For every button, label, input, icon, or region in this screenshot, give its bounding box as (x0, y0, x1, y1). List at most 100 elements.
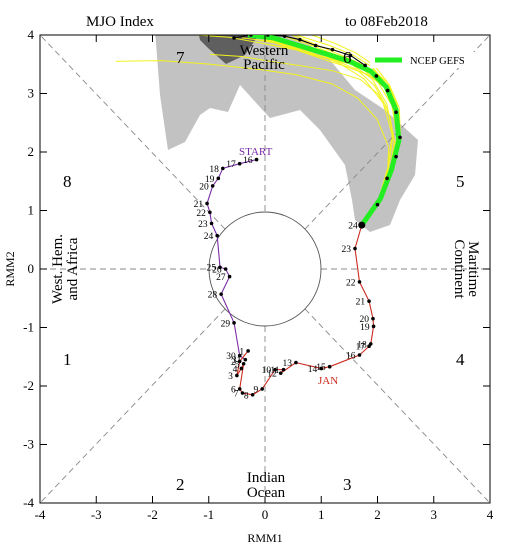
day-label: 7 (234, 390, 239, 400)
y-tick-label: 3 (28, 86, 35, 101)
track-point (254, 157, 259, 162)
track-point (249, 35, 253, 37)
month-label-jan: JAN (318, 375, 338, 387)
y-axis-title: RMM2 (3, 251, 17, 286)
track-point (394, 154, 398, 159)
ensemble-member-line (250, 35, 393, 226)
y-tick-label: -4 (23, 495, 34, 510)
spread-light (155, 35, 418, 232)
legend-label: NCEP GEFS (410, 56, 465, 67)
track-point (237, 387, 242, 391)
spread-dark (199, 35, 259, 64)
y-tick-label: 1 (28, 203, 35, 218)
track-point (375, 202, 380, 207)
track-point (216, 176, 221, 181)
day-label: 11 (270, 366, 279, 376)
track-point (237, 359, 242, 364)
phase-label-3: 3 (343, 475, 352, 494)
day-label: 2 (231, 358, 236, 368)
day-label: 1 (239, 347, 244, 357)
y-tick-label: -1 (23, 320, 34, 335)
track-point (294, 360, 298, 365)
reference-lines (39, 34, 491, 504)
day-label: 15 (316, 363, 326, 373)
dec-track (206, 159, 257, 361)
day-label: 24 (348, 222, 358, 232)
phase-label-4: 4 (456, 350, 465, 369)
track-point (227, 274, 232, 279)
day-label: 23 (198, 220, 208, 230)
track-point (243, 357, 248, 362)
phase-label-6: 6 (343, 48, 352, 67)
y-tick-label: 4 (28, 27, 35, 42)
region-indian-ocean-line1: Indian (247, 470, 286, 486)
day-label: 18 (357, 340, 367, 350)
day-label: 28 (208, 291, 218, 301)
day-label: 5 (235, 360, 240, 370)
day-label: 26 (212, 266, 222, 276)
track-point (250, 392, 255, 397)
start-label: START (239, 146, 273, 158)
day-label: 22 (346, 278, 356, 288)
y-tick-label: 0 (28, 261, 35, 276)
track-point (237, 353, 242, 358)
day-label: 20 (360, 315, 370, 325)
day-label: 19 (205, 175, 215, 185)
region-western-pacific-line1: Western (240, 43, 289, 59)
day-label: 9 (253, 385, 258, 395)
region-maritime-line2: Continent (451, 239, 467, 299)
track-point (221, 166, 225, 171)
track-point (353, 246, 357, 251)
day-label: 23 (342, 245, 352, 255)
y-tick-label: -3 (23, 437, 34, 452)
track-point (374, 74, 379, 78)
track-point (232, 36, 236, 40)
day-label: 19 (360, 323, 370, 333)
track-point (281, 367, 286, 372)
day-label: 24 (204, 232, 214, 242)
y-tick-label: 2 (28, 144, 35, 159)
day-label: 3 (228, 372, 233, 382)
day-label: 25 (207, 264, 217, 274)
phase-label-5: 5 (456, 172, 465, 191)
x-tick-label: 3 (431, 507, 438, 522)
track-point (239, 366, 244, 371)
unit-circle (208, 211, 322, 327)
region-western-pacific-line2: Pacific (243, 57, 285, 73)
day-label: 30 (226, 352, 236, 362)
diagonal-line-se (304, 308, 491, 504)
day-label: 29 (221, 319, 231, 329)
track-point (298, 37, 302, 42)
track-point (241, 361, 246, 366)
x-tick-label: -4 (35, 507, 46, 522)
day-label: 31 (232, 356, 242, 366)
track-point (218, 265, 222, 270)
y-tick-label: -2 (23, 378, 34, 393)
phase-label-1: 1 (63, 350, 72, 369)
track-point (240, 391, 245, 395)
current-point-marker (358, 221, 366, 229)
region-west-hem-line2: and Africa (65, 237, 81, 300)
track-point (398, 135, 402, 140)
track-point (232, 321, 236, 325)
track-point (266, 35, 270, 37)
day-label: 17 (226, 160, 236, 170)
day-label: 18 (209, 165, 219, 175)
x-tick-label: -3 (91, 507, 102, 522)
x-axis: -4 -3 -2 -1 0 1 2 3 4 (35, 35, 494, 522)
track-point (210, 184, 215, 188)
track-point (348, 53, 353, 58)
day-label: 21 (356, 298, 366, 308)
day-label: 16 (243, 156, 253, 166)
track-point (371, 316, 375, 321)
track-point (273, 367, 277, 372)
day-label: 16 (346, 351, 356, 361)
legend-box (370, 52, 480, 68)
track-point (357, 353, 362, 357)
x-axis-title: RMM1 (247, 531, 282, 545)
ensemble-spread (155, 35, 418, 232)
track-point (363, 63, 367, 68)
track-point (385, 176, 389, 181)
